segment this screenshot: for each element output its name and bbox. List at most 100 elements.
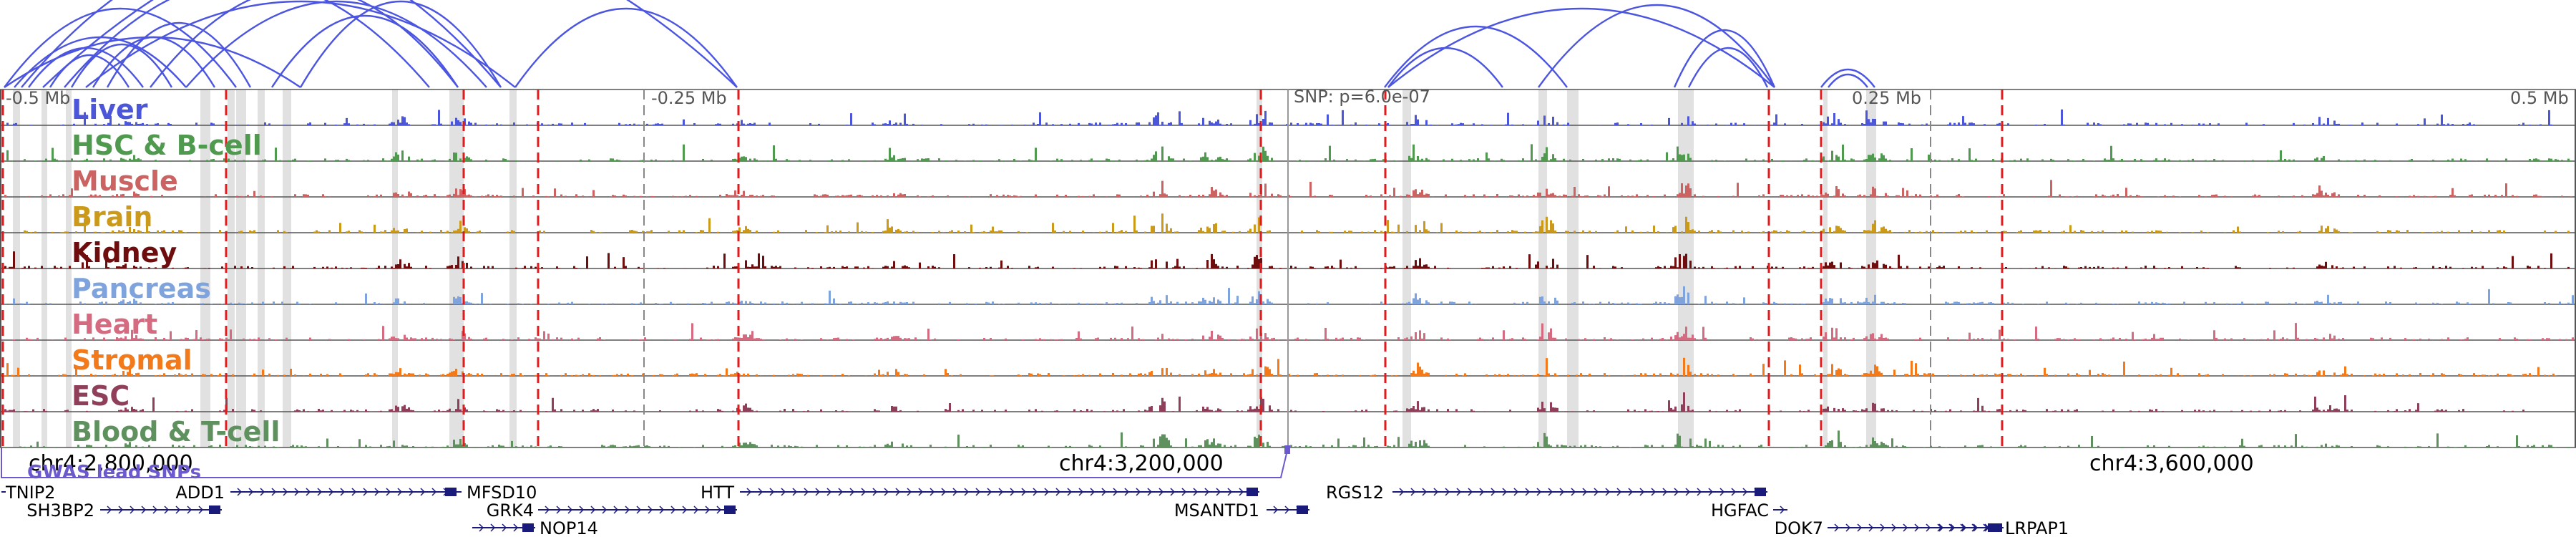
strand-arrow: [918, 488, 924, 496]
strand-arrow: [849, 488, 855, 496]
gene-label: TNIP2: [5, 483, 55, 503]
signal-track-blood-t-cell: [0, 430, 2576, 448]
chromatin-loop-arc: [1828, 74, 1868, 88]
strand-arrow: [659, 505, 665, 514]
strand-arrow: [861, 488, 867, 496]
chromatin-loop-arc: [1384, 25, 1568, 88]
strand-arrow: [306, 488, 311, 496]
track-label: Blood & T-cell: [72, 416, 280, 448]
strand-arrow: [490, 523, 496, 532]
strand-arrow: [1113, 488, 1118, 496]
strand-arrow: [1616, 488, 1622, 496]
strand-arrow: [1479, 488, 1485, 496]
strand-arrow: [1731, 488, 1737, 496]
strand-arrow: [987, 488, 992, 496]
chromatin-loop-arc: [1820, 69, 1875, 88]
strand-arrow: [1651, 488, 1657, 496]
strand-arrow: [826, 488, 832, 496]
chromatin-loop-arc: [28, 47, 144, 88]
gene-exon: [1246, 488, 1258, 496]
gwas-lead-snps-label: GWAS lead SNPs: [27, 462, 201, 483]
strand-arrow: [374, 488, 380, 496]
strand-arrow: [1193, 488, 1199, 496]
strand-arrow: [579, 505, 585, 514]
strand-arrow: [141, 505, 147, 514]
strand-arrow: [1891, 523, 1897, 532]
gene-label: HTT: [701, 483, 734, 503]
strand-arrow: [513, 523, 519, 532]
chromatin-loop-arc: [4, 7, 237, 88]
strand-arrow: [248, 488, 254, 496]
strand-arrow: [1239, 488, 1244, 496]
strand-arrow: [1101, 488, 1107, 496]
strand-arrow: [1780, 505, 1785, 514]
chromatin-loop-arc: [49, 54, 130, 88]
strand-arrow: [670, 505, 676, 514]
strand-arrow: [1880, 523, 1885, 532]
signal-track-esc: [0, 392, 2576, 412]
strand-arrow: [838, 488, 844, 496]
strand-arrow: [271, 488, 277, 496]
gwas-snp-marker: [1284, 445, 1290, 454]
strand-arrow: [1044, 488, 1050, 496]
strand-arrow: [930, 488, 935, 496]
strand-arrow: [1559, 488, 1565, 496]
chromatin-loop-arc: [64, 0, 430, 88]
strand-arrow: [1433, 488, 1439, 496]
strand-arrow: [1445, 488, 1450, 496]
strand-arrow: [1548, 488, 1553, 496]
strand-arrow: [1742, 488, 1748, 496]
strand-arrow: [175, 505, 181, 514]
strand-arrow: [1697, 488, 1702, 496]
gene-exon: [1988, 523, 1999, 532]
signal-track-pancreas: [0, 286, 2576, 304]
strand-arrow: [164, 505, 170, 514]
chromatin-loop-arc: [1387, 47, 1503, 88]
strand-arrow: [397, 488, 403, 496]
strand-arrow: [613, 505, 619, 514]
strand-arrow: [1834, 523, 1840, 532]
strand-arrow: [964, 488, 970, 496]
strand-arrow: [884, 488, 889, 496]
strand-arrow: [1170, 488, 1176, 496]
gwas-connector: [1, 447, 1289, 478]
strand-arrow: [363, 488, 369, 496]
strand-arrow: [1903, 523, 1908, 532]
strand-arrow: [409, 488, 414, 496]
genomic-coordinate-label: chr4:3,200,000: [1059, 451, 1224, 476]
strand-arrow: [1055, 488, 1061, 496]
signal-track-stromal: [0, 357, 2576, 376]
gene-exon: [522, 523, 534, 532]
relative-tick-label: 0.25 Mb: [1852, 88, 1921, 108]
strand-arrow: [237, 488, 243, 496]
strand-arrow: [1674, 488, 1679, 496]
track-label: Muscle: [72, 165, 178, 197]
chromatin-loop-arc: [70, 43, 173, 88]
strand-arrow: [1857, 523, 1863, 532]
strand-arrow: [952, 488, 958, 496]
track-label: Liver: [72, 94, 148, 125]
strand-arrow: [386, 488, 391, 496]
strand-arrow: [1491, 488, 1496, 496]
strand-arrow: [1513, 488, 1519, 496]
strand-arrow: [1571, 488, 1576, 496]
strand-arrow: [682, 505, 688, 514]
chromatin-loop-arc: [106, 22, 252, 88]
strand-arrow: [1582, 488, 1588, 496]
strand-arrow: [781, 488, 786, 496]
gene-label: RGS12: [1326, 483, 1384, 503]
relative-tick-label: -0.25 Mb: [651, 88, 727, 108]
strand-arrow: [294, 488, 300, 496]
strand-arrow: [975, 488, 981, 496]
strand-arrow: [758, 488, 763, 496]
highlight-lines: [1, 90, 2004, 448]
strand-arrow: [1628, 488, 1634, 496]
strand-arrow: [567, 505, 573, 514]
track-label: Kidney: [72, 237, 177, 268]
gene-exon: [1297, 505, 1308, 514]
strand-arrow: [328, 488, 334, 496]
gene-label: LRPAP1: [2005, 518, 2069, 537]
strand-arrow: [636, 505, 642, 514]
